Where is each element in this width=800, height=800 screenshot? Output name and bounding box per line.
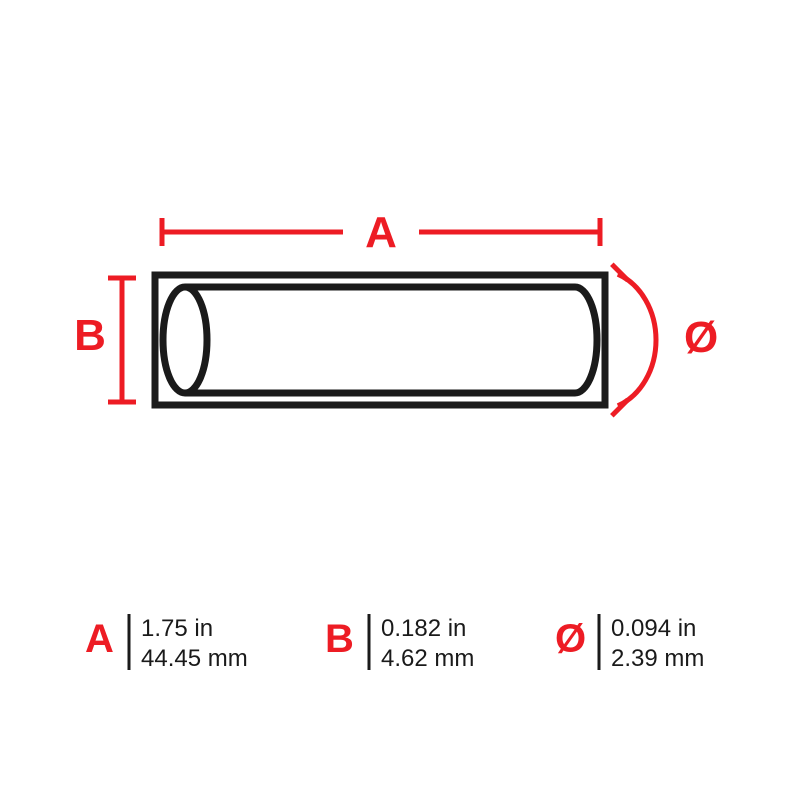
legend-letter: A: [85, 617, 114, 661]
dim-a-label: A: [365, 208, 397, 257]
legend-value-in: 0.094 in: [611, 615, 696, 642]
sleeve-left-cap: [163, 287, 207, 393]
legend-value-in: 1.75 in: [141, 615, 213, 642]
legend-value-in: 0.182 in: [381, 615, 466, 642]
legend-value-mm: 44.45 mm: [141, 645, 248, 672]
legend-letter: Ø: [555, 617, 586, 661]
dimension-diagram: A B Ø A 1.75 in 44.45 mm B 0.182 in 4.62 mm Ø 0.09…: [0, 0, 800, 800]
dim-d-label: Ø: [684, 313, 718, 362]
legend-letter: B: [325, 617, 354, 661]
dim-b-label: B: [74, 311, 106, 360]
sleeve-body-fill: [185, 291, 575, 390]
legend-value-mm: 2.39 mm: [611, 645, 704, 672]
legend-value-mm: 4.62 mm: [381, 645, 474, 672]
